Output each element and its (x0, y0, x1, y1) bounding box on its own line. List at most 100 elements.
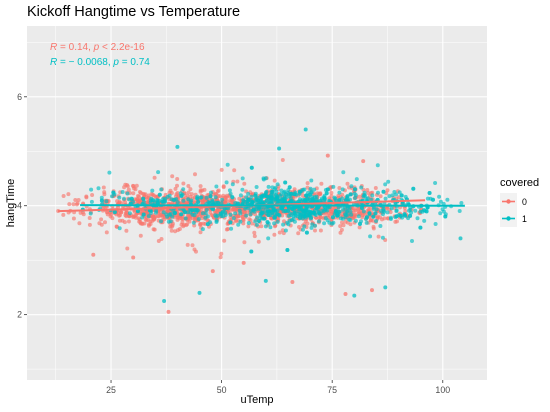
point-series-0 (378, 194, 383, 199)
point-series-1 (205, 222, 210, 227)
point-series-0 (102, 192, 107, 197)
point-series-0 (366, 207, 371, 212)
point-series-0 (152, 193, 156, 198)
point-series-1 (371, 207, 376, 212)
point-series-1 (301, 209, 306, 214)
point-series-1 (181, 207, 186, 212)
point-series-1 (89, 187, 94, 192)
point-series-1 (266, 236, 271, 241)
point-series-1 (374, 219, 379, 223)
point-series-1 (270, 185, 275, 190)
point-series-0 (235, 179, 240, 184)
point-series-1 (445, 197, 450, 202)
point-series-1 (200, 211, 205, 216)
point-series-0 (198, 188, 203, 193)
point-series-0 (159, 237, 164, 241)
point-series-1 (117, 195, 122, 200)
point-series-1 (410, 239, 414, 243)
y-tick-labels: 2 4 6 (17, 92, 27, 320)
point-series-1 (418, 225, 423, 230)
point-series-1 (352, 191, 357, 196)
point-series-0 (393, 219, 398, 224)
outlier-point-series-0 (290, 280, 295, 284)
point-series-1 (312, 187, 317, 192)
point-series-1 (236, 222, 241, 227)
point-series-1 (293, 213, 298, 218)
point-series-0 (103, 220, 107, 225)
point-series-1 (399, 193, 404, 198)
chart-title: Kickoff Hangtime vs Temperature (27, 4, 240, 20)
point-series-1 (156, 170, 161, 175)
point-series-1 (99, 198, 104, 203)
point-series-0 (236, 214, 241, 219)
point-series-1 (150, 188, 155, 193)
point-series-0 (90, 193, 95, 197)
point-series-1 (172, 211, 177, 216)
point-series-1 (304, 230, 309, 235)
point-series-1 (326, 199, 331, 203)
point-series-0 (146, 217, 151, 222)
point-series-1 (168, 219, 173, 224)
point-series-1 (397, 190, 402, 195)
point-series-1 (340, 207, 345, 212)
point-series-1 (285, 248, 290, 252)
point-series-1 (274, 196, 279, 201)
point-series-1 (238, 193, 243, 198)
point-series-1 (289, 213, 294, 218)
outlier-point-series-0 (210, 269, 215, 274)
point-series-1 (309, 225, 314, 230)
point-series-0 (216, 188, 221, 193)
point-series-1 (314, 194, 319, 199)
point-series-1 (388, 217, 393, 221)
point-series-1 (433, 222, 438, 226)
point-series-0 (305, 181, 310, 186)
point-series-1 (195, 196, 200, 201)
point-series-1 (220, 197, 225, 202)
point-series-1 (394, 214, 399, 219)
point-series-0 (282, 219, 286, 224)
point-series-0 (71, 216, 76, 221)
point-series-1 (205, 214, 210, 219)
correlation-annotation-0: R = 0.14, p < 2.2e-16 (50, 42, 145, 53)
point-series-0 (259, 224, 264, 229)
point-series-1 (263, 190, 268, 195)
point-series-1 (191, 220, 196, 225)
point-series-1 (309, 178, 314, 183)
point-series-1 (380, 235, 385, 240)
point-series-1 (459, 201, 464, 205)
point-series-1 (175, 200, 180, 205)
point-series-1 (263, 224, 268, 229)
point-series-1 (289, 191, 293, 196)
point-series-1 (233, 211, 238, 216)
point-series-1 (283, 180, 288, 185)
point-series-1 (222, 206, 227, 211)
point-series-1 (304, 193, 309, 198)
point-series-1 (225, 162, 230, 167)
point-series-1 (381, 206, 386, 211)
point-series-0 (150, 218, 155, 223)
point-series-1 (96, 186, 101, 191)
point-series-0 (222, 238, 227, 243)
point-series-0 (117, 213, 122, 218)
point-series-1 (332, 195, 337, 200)
point-series-1 (213, 213, 218, 218)
point-series-1 (278, 194, 283, 198)
point-series-1 (254, 185, 259, 189)
point-series-0 (77, 221, 82, 226)
outlier-point-series-0 (131, 255, 136, 260)
point-series-1 (297, 189, 302, 194)
point-series-0 (137, 190, 142, 194)
point-series-1 (440, 207, 445, 212)
point-series-0 (87, 222, 92, 227)
point-series-0 (193, 172, 197, 177)
point-series-0 (97, 221, 102, 226)
point-series-1 (161, 210, 166, 215)
point-series-1 (353, 218, 358, 223)
x-tick-label: 50 (217, 385, 227, 395)
point-series-0 (186, 184, 191, 188)
point-series-1 (186, 197, 191, 202)
point-series-1 (343, 212, 348, 217)
point-series-0 (340, 192, 345, 197)
point-series-0 (221, 193, 226, 198)
